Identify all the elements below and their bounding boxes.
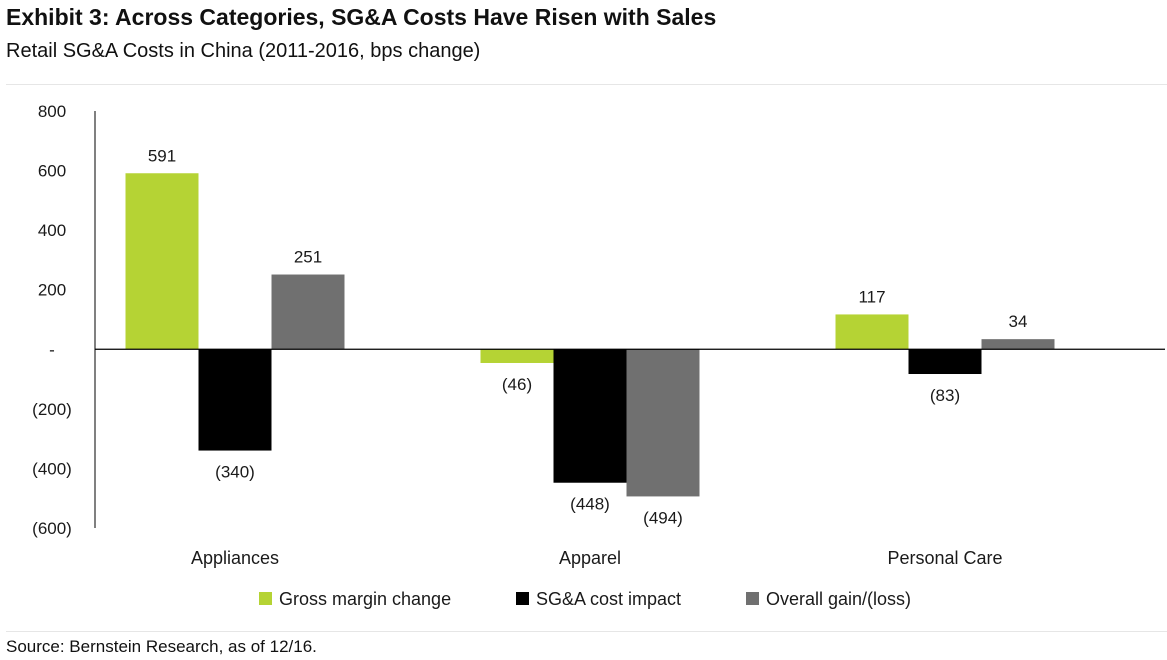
source-note: Source: Bernstein Research, as of 12/16. <box>6 637 317 656</box>
chart-area: 800 600 400 200 - (200) (400) (600) 591 (340) 251 A… <box>6 84 1167 632</box>
data-label: (340) <box>215 463 255 482</box>
bar-apparel-gross-margin-change <box>480 349 554 363</box>
data-label: (46) <box>502 375 532 394</box>
legend-swatch-sg-a-cost-impact <box>516 592 529 605</box>
bar-chart: 800 600 400 200 - (200) (400) (600) 591 (340) 251 A… <box>32 102 1165 609</box>
chart-title: Exhibit 3: Across Categories, SG&A Costs… <box>6 4 717 30</box>
legend-label-sg-a-cost-impact: SG&A cost impact <box>536 589 681 609</box>
bar-personal-care-gross-margin-change <box>835 314 909 350</box>
y-tick-label: 400 <box>38 221 66 240</box>
data-label: (83) <box>930 386 960 405</box>
legend-label-overall-gain-loss: Overall gain/(loss) <box>766 589 911 609</box>
data-label: 117 <box>858 287 885 306</box>
y-tick-label: 800 <box>38 102 66 121</box>
data-label: 34 <box>1009 312 1028 331</box>
bar-personal-care-overall-gain-loss <box>981 339 1055 350</box>
bar-appliances-sg-a-cost-impact <box>198 349 272 451</box>
y-tick-label: 200 <box>38 281 66 300</box>
legend-label-gross-margin-change: Gross margin change <box>279 589 451 609</box>
data-label: 591 <box>148 146 176 165</box>
data-label: (494) <box>643 508 683 527</box>
bar-apparel-sg-a-cost-impact <box>553 349 627 483</box>
legend-swatch-overall-gain-loss <box>746 592 759 605</box>
y-tick-label: (600) <box>32 519 72 538</box>
bar-personal-care-sg-a-cost-impact <box>908 349 982 375</box>
bar-appliances-overall-gain-loss <box>271 274 345 350</box>
x-category-label: Personal Care <box>887 548 1002 568</box>
y-tick-label: (400) <box>32 459 72 478</box>
bar-apparel-overall-gain-loss <box>626 349 700 497</box>
chart-subtitle: Retail SG&A Costs in China (2011-2016, b… <box>6 40 481 62</box>
data-label: 251 <box>294 248 322 267</box>
y-tick-label: - <box>49 340 55 359</box>
data-label: (448) <box>570 495 610 514</box>
x-category-label: Apparel <box>559 548 621 568</box>
bar-appliances-gross-margin-change <box>125 173 199 350</box>
y-tick-label: 600 <box>38 162 66 181</box>
y-tick-label: (200) <box>32 400 72 419</box>
x-category-label: Appliances <box>191 548 279 568</box>
legend-swatch-gross-margin-change <box>259 592 272 605</box>
